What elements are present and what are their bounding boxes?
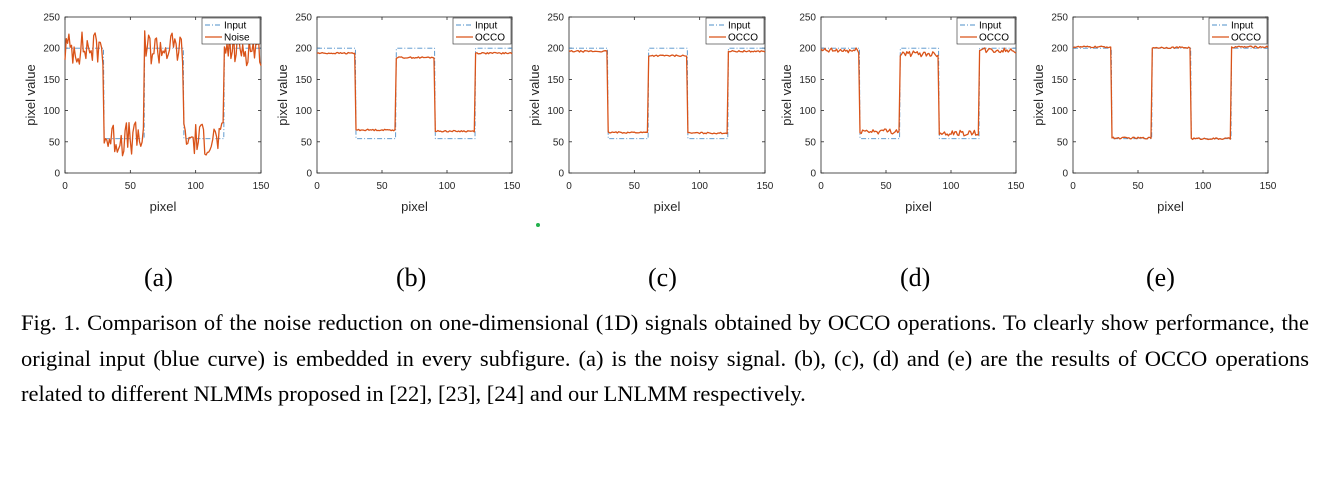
legend-box [1208,17,1268,45]
y-tick-label: 100 [295,106,312,117]
y-tick-label: 50 [1057,137,1069,148]
charts-area: 0 50 100 150 0 50 100 150 200 250 pixel pixel value… [23,13,1277,215]
legend-label-noise: Noise [224,33,250,44]
y-tick-label: 100 [547,106,564,117]
legend-label-occo: OCCO [979,33,1009,44]
legend-label-input: Input [979,21,1001,32]
chart-panel-c: 0 50 100 150 0 50 100 150 200 250 pixel pixel value… [527,13,774,215]
y-tick-label: 250 [799,13,816,24]
y-tick-label: 200 [295,44,312,55]
subfigure-label-a: (a) [144,263,173,292]
y-axis-label: pixel value [527,64,542,125]
x-axis-label: pixel [150,199,177,214]
series-line-occo [568,49,766,135]
y-tick-label: 100 [1051,106,1068,117]
x-tick-label: 50 [376,181,388,192]
legend-label-input: Input [1231,21,1253,32]
series-line-input [317,47,512,140]
y-tick-label: 150 [295,75,312,86]
y-axis-label: pixel value [1031,64,1046,125]
y-tick-label: 150 [799,75,816,86]
legend-label-input: Input [728,21,750,32]
x-tick-label: 150 [1008,181,1025,192]
x-tick-label: 50 [880,181,892,192]
y-axis-label: pixel value [23,64,38,125]
x-tick-label: 0 [1070,181,1076,192]
x-tick-label: 0 [818,181,824,192]
y-axis-label: pixel value [275,64,290,125]
x-tick-label: 50 [629,181,641,192]
series-line-input [569,47,765,140]
series-line-occo [316,51,513,133]
x-tick-label: 150 [757,181,774,192]
subfigure-label-c: (c) [648,263,677,292]
legend-label-occo: OCCO [728,33,758,44]
x-tick-label: 0 [62,181,68,192]
chart-panel-b: 0 50 100 150 0 50 100 150 200 250 pixel pixel value… [275,13,521,215]
y-tick-label: 200 [1051,44,1068,55]
subfigure-label-b: (b) [396,263,427,292]
x-tick-label: 50 [125,181,137,192]
x-tick-label: 100 [1195,181,1212,192]
y-tick-label: 0 [1062,169,1068,180]
x-tick-label: 150 [253,181,270,192]
y-axis-label: pixel value [779,64,794,125]
x-tick-label: 100 [943,181,960,192]
x-tick-label: 0 [314,181,320,192]
y-tick-label: 200 [547,44,564,55]
y-tick-label: 250 [1051,13,1068,24]
x-tick-label: 150 [504,181,521,192]
x-tick-label: 50 [1132,181,1144,192]
legend-box [956,17,1016,45]
y-tick-label: 200 [43,44,60,55]
y-tick-label: 50 [805,137,817,148]
x-tick-label: 150 [1260,181,1277,192]
x-axis-label: pixel [1157,199,1184,214]
y-tick-label: 150 [547,75,564,86]
chart-panel-d: 0 50 100 150 0 50 100 150 200 250 pixel pixel value… [779,13,1025,215]
legend-label-input: Input [224,21,246,32]
y-tick-label: 0 [54,169,60,180]
x-tick-label: 0 [566,181,572,192]
y-tick-label: 50 [301,137,313,148]
subfigure-label-d: (d) [900,263,931,292]
legend-label-occo: OCCO [475,33,505,44]
x-tick-label: 100 [187,181,204,192]
y-tick-label: 200 [799,44,816,55]
y-tick-label: 250 [43,13,60,24]
x-axis-label: pixel [401,199,428,214]
figure-caption: Fig. 1. Comparison of the noise reductio… [21,310,1309,407]
y-tick-label: 150 [43,75,60,86]
y-tick-label: 0 [558,169,564,180]
y-tick-label: 150 [1051,75,1068,86]
subfigure-label-e: (e) [1146,263,1175,292]
y-tick-label: 0 [810,169,816,180]
y-tick-label: 50 [553,137,565,148]
legend-box [452,17,512,45]
chart-panel-a: 0 50 100 150 0 50 100 150 200 250 pixel pixel value… [23,13,270,215]
x-tick-label: 100 [691,181,708,192]
x-axis-label: pixel [654,199,681,214]
y-tick-label: 50 [49,137,61,148]
legend-box [705,17,765,45]
x-tick-label: 100 [439,181,456,192]
y-tick-label: 250 [547,13,564,24]
y-tick-label: 250 [295,13,312,24]
x-axis-label: pixel [905,199,932,214]
series-line-occo [1072,45,1269,141]
y-tick-label: 0 [306,169,312,180]
series-line-noise [64,30,262,157]
chart-panel-e: 0 50 100 150 0 50 100 150 200 250 pixel pixel value… [1031,13,1277,215]
series-line-occo [820,47,1017,137]
legend-box [201,17,261,45]
y-tick-label: 100 [799,106,816,117]
stray-dot [536,223,540,227]
legend-label-occo: OCCO [1231,33,1261,44]
y-tick-label: 100 [43,106,60,117]
legend-label-input: Input [475,21,497,32]
